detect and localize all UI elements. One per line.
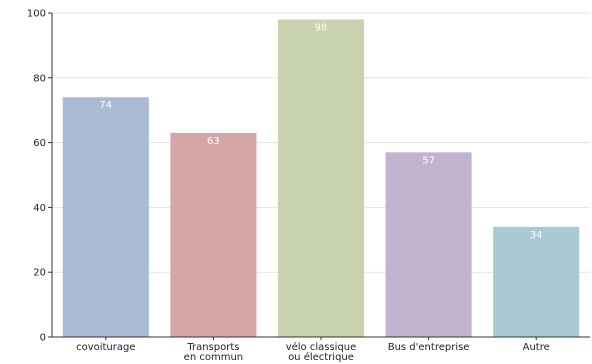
y-tick-label: 60 [33,138,46,149]
bar [493,226,580,337]
category-label: covoiturage [76,342,135,353]
bar [277,19,365,337]
category-label: Transports [186,342,239,353]
y-tick-label: 40 [33,203,46,214]
bar-value-label: 74 [99,100,112,111]
bar [385,152,472,337]
category-label: vélo classique [286,341,357,353]
category-label: ou électrique [288,351,354,363]
y-tick-label: 0 [40,333,46,344]
category-label: en commun [184,352,243,363]
category-label: Autre [523,342,550,353]
bar-value-label: 34 [530,230,543,241]
bar-value-label: 63 [207,136,220,147]
bar [62,97,149,338]
bar [170,132,257,337]
y-tick-label: 100 [27,9,46,20]
category-label: Bus d'entreprise [388,342,470,353]
y-tick-label: 80 [33,73,46,84]
y-tick-label: 20 [33,268,46,279]
bar-value-label: 98 [315,22,328,33]
bar-value-label: 57 [422,155,435,166]
